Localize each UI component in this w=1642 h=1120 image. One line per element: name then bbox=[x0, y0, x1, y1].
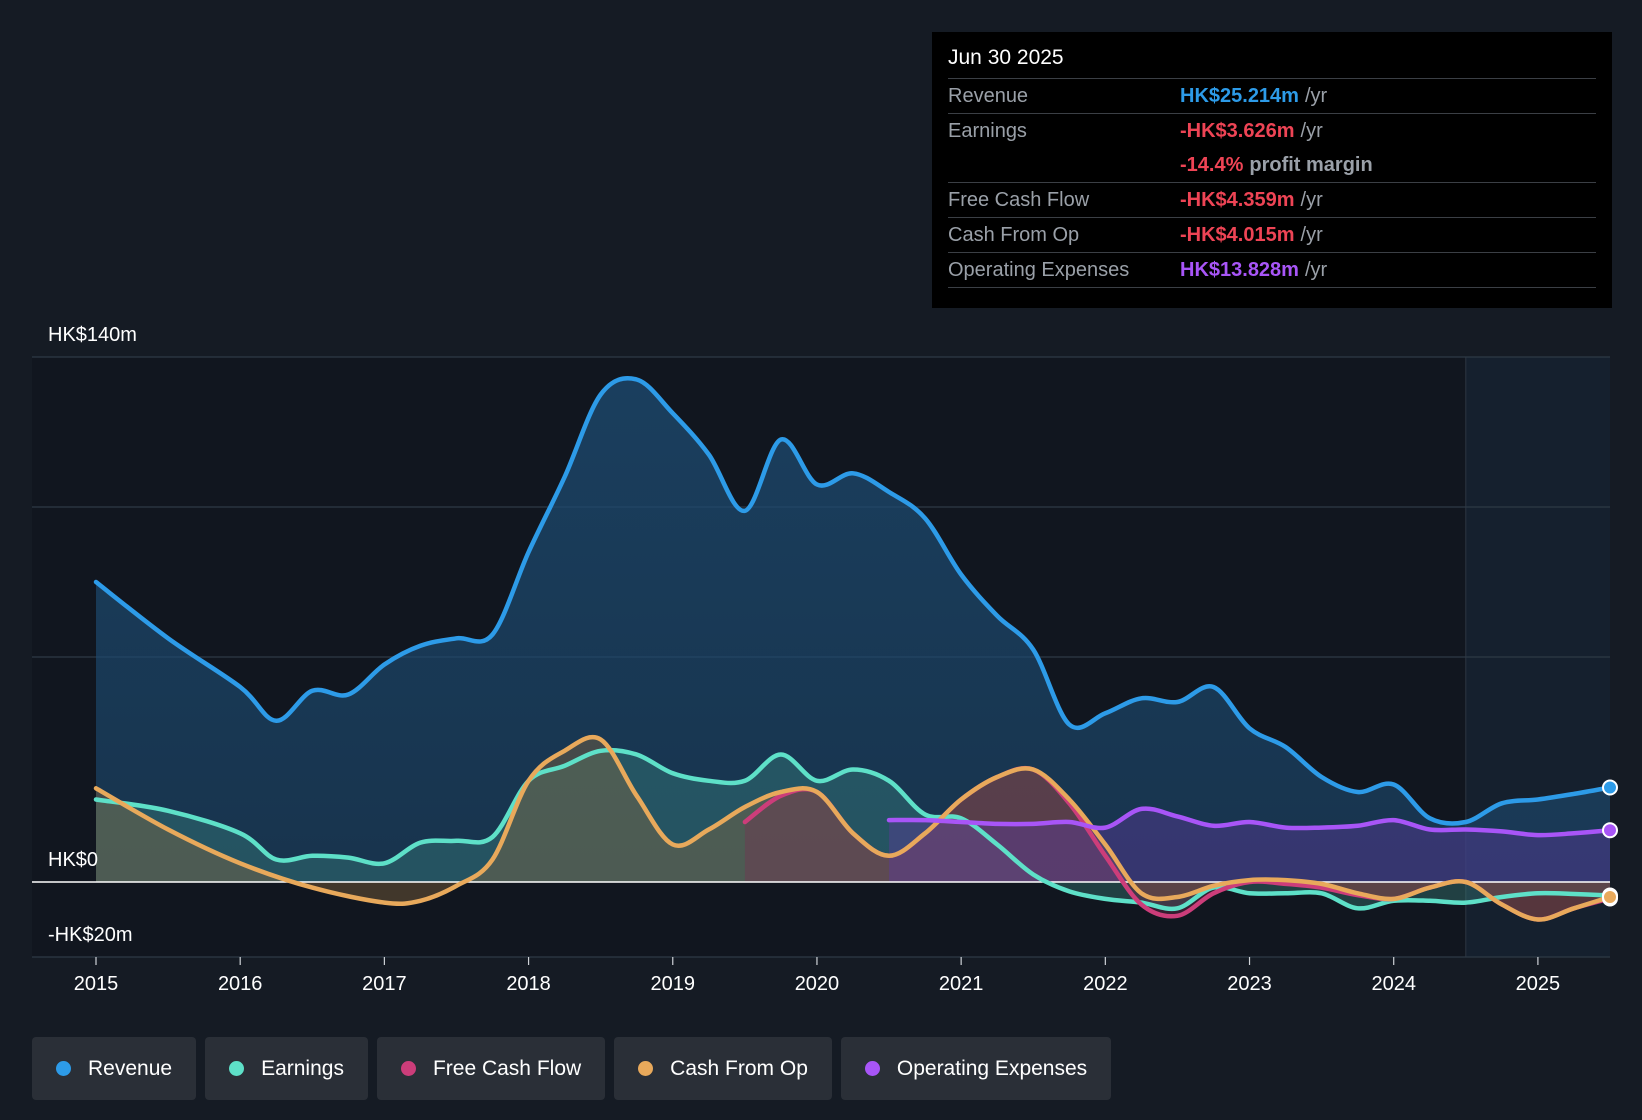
legend-dot-icon bbox=[638, 1061, 654, 1076]
x-tick-label: 2023 bbox=[1227, 973, 1272, 995]
legend-label: Free Cash Flow bbox=[432, 1056, 582, 1080]
line-earnings bbox=[93, 747, 1613, 912]
tooltip-label: Cash From Op bbox=[948, 223, 1080, 246]
tooltip-row-revenue: Revenue HK$25.214m /yr bbox=[948, 79, 1596, 114]
tooltip-row-margin: -14.4% profit margin bbox=[948, 148, 1596, 183]
line-cash-from-op bbox=[93, 734, 1613, 922]
end-dot-operating-expenses bbox=[1602, 822, 1618, 839]
x-tick-label: 2020 bbox=[795, 973, 840, 995]
tooltip-value: -14.4% bbox=[1180, 153, 1244, 176]
y-tick-label: -HK$20m bbox=[48, 924, 132, 946]
end-dot-revenue bbox=[1602, 779, 1618, 796]
x-tick-label: 2017 bbox=[362, 973, 407, 995]
legend-dot-icon bbox=[56, 1061, 71, 1076]
legend-label: Revenue bbox=[88, 1056, 173, 1080]
legend-item-cash-from-op[interactable]: Cash From Op bbox=[614, 1037, 832, 1100]
x-tick-label: 2019 bbox=[651, 973, 696, 995]
line-revenue bbox=[93, 376, 1613, 826]
tooltip-date: Jun 30 2025 bbox=[948, 46, 1596, 79]
x-tick-label: 2018 bbox=[506, 973, 551, 995]
legend-dot-icon bbox=[229, 1061, 245, 1076]
legend-item-operating-expenses[interactable]: Operating Expenses bbox=[840, 1037, 1112, 1100]
x-tick-label: 2022 bbox=[1083, 973, 1128, 995]
y-tick-label: HK$140m bbox=[48, 324, 137, 346]
legend-label: Cash From Op bbox=[670, 1056, 808, 1080]
tooltip-value: -HK$3.626m bbox=[1180, 119, 1295, 142]
area-revenue bbox=[96, 378, 1610, 882]
tooltip-unit: profit margin bbox=[1249, 153, 1373, 176]
area-earnings bbox=[96, 750, 1610, 909]
tooltip-value: -HK$4.015m bbox=[1180, 223, 1295, 246]
area-operating-expenses bbox=[889, 808, 1610, 882]
tooltip-label: Free Cash Flow bbox=[948, 188, 1090, 211]
tooltip-row-fcf: Free Cash Flow -HK$4.359m /yr bbox=[948, 183, 1596, 218]
tooltip-unit: /yr bbox=[1300, 188, 1323, 211]
tooltip-row-earnings: Earnings -HK$3.626m /yr bbox=[948, 114, 1596, 148]
end-dot-cash-from-op bbox=[1602, 889, 1618, 905]
legend: Revenue Earnings Free Cash Flow Cash Fro… bbox=[32, 1037, 1112, 1100]
legend-dot-icon bbox=[864, 1061, 880, 1076]
series-end-markers bbox=[1602, 779, 1618, 907]
x-tick-label: 2021 bbox=[939, 973, 984, 995]
line-operating-expenses bbox=[886, 806, 1613, 838]
legend-label: Earnings bbox=[261, 1056, 344, 1080]
tooltip-row-opex: Operating Expenses HK$13.828m /yr bbox=[948, 253, 1596, 288]
tooltip-label: Earnings bbox=[948, 119, 1027, 142]
tooltip-value: -HK$4.359m bbox=[1180, 188, 1295, 211]
tooltip-panel: Jun 30 2025 Revenue HK$25.214m /yr Earni… bbox=[932, 32, 1612, 308]
x-tick-label: 2024 bbox=[1371, 973, 1416, 995]
legend-item-earnings[interactable]: Earnings bbox=[205, 1037, 368, 1100]
legend-label: Operating Expenses bbox=[896, 1056, 1088, 1080]
tooltip-unit: /yr bbox=[1304, 258, 1328, 281]
tooltip-value: HK$13.828m bbox=[1180, 258, 1299, 281]
series-lines bbox=[93, 376, 1613, 922]
x-axis: 2015 2016 2017 2018 2019 2020 2021 2022 2023 2024… bbox=[74, 957, 1560, 995]
x-tick-label: 2016 bbox=[218, 973, 263, 995]
tooltip-label: Revenue bbox=[948, 84, 1029, 107]
legend-item-free-cash-flow[interactable]: Free Cash Flow bbox=[376, 1037, 606, 1100]
tooltip-unit: /yr bbox=[1300, 223, 1323, 246]
y-axis-labels: HK$140m HK$0 -HK$20m bbox=[48, 324, 137, 946]
x-tick-label: 2025 bbox=[1516, 973, 1561, 995]
tooltip-value: HK$25.214m bbox=[1180, 84, 1299, 107]
y-tick-label: HK$0 bbox=[48, 849, 98, 871]
legend-item-revenue[interactable]: Revenue bbox=[32, 1037, 197, 1100]
tooltip-row-cfo: Cash From Op -HK$4.015m /yr bbox=[948, 218, 1596, 253]
tooltip-unit: /yr bbox=[1304, 84, 1328, 107]
tooltip-label: Operating Expenses bbox=[948, 258, 1130, 281]
tooltip-unit: /yr bbox=[1300, 119, 1323, 142]
x-tick-label: 2015 bbox=[74, 973, 119, 995]
legend-dot-icon bbox=[400, 1061, 416, 1076]
